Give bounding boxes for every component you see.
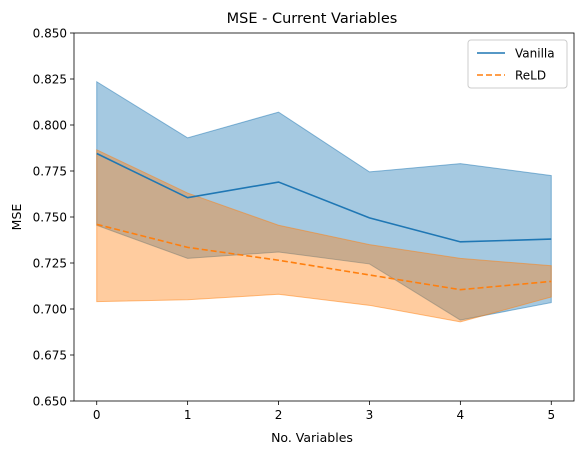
y-axis-ticks: 0.650 0.675 0.700 0.725 0.750 0.775 0.800 0.825… (33, 26, 74, 408)
y-tick-label: 0.825 (33, 72, 67, 86)
line-vanilla (96, 152, 552, 243)
legend-label-reld: ReLD (515, 69, 546, 83)
band-vanilla (96, 80, 552, 321)
confidence-bands (96, 80, 552, 323)
x-tick-label: 0 (93, 408, 101, 422)
y-tick-label: 0.675 (33, 348, 67, 362)
x-tick-label: 3 (366, 408, 374, 422)
y-tick-label: 0.650 (33, 394, 67, 408)
series-lines (96, 152, 552, 291)
legend-box (467, 39, 568, 89)
y-tick-label: 0.725 (33, 256, 67, 270)
x-tick-label: 1 (184, 408, 192, 422)
chart-title: MSE - Current Variables (227, 11, 398, 27)
x-axis-label: No. Variables (271, 430, 353, 445)
x-tick-label: 2 (275, 408, 283, 422)
x-tick-label: 5 (547, 408, 555, 422)
legend: Vanilla ReLD (467, 39, 568, 89)
y-tick-label: 0.800 (33, 118, 67, 132)
y-axis-label: MSE (9, 204, 24, 231)
y-tick-label: 0.700 (33, 302, 67, 316)
y-tick-label: 0.750 (33, 210, 67, 224)
x-axis-ticks: 0 1 2 3 4 5 (93, 401, 555, 422)
y-tick-label: 0.850 (33, 26, 67, 40)
y-tick-label: 0.775 (33, 164, 67, 178)
x-tick-label: 4 (457, 408, 465, 422)
band-reld (96, 149, 552, 323)
legend-label-vanilla: Vanilla (515, 47, 555, 61)
